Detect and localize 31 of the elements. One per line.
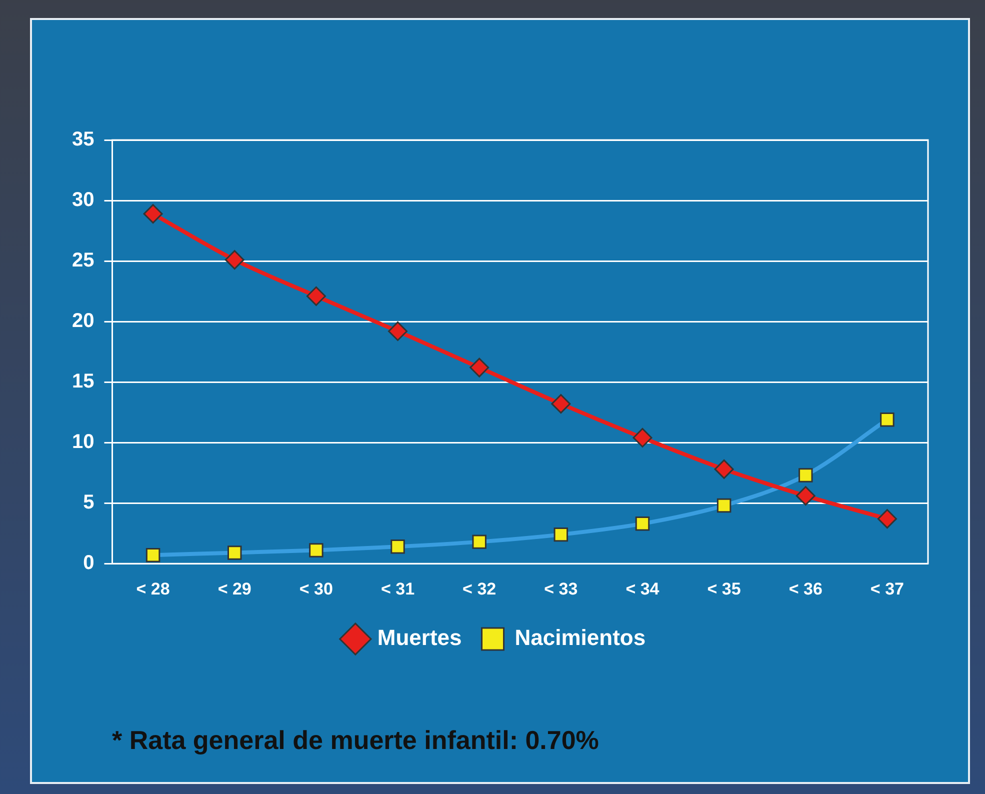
x-tick-label: < 36 xyxy=(788,579,822,598)
x-tick-label: < 30 xyxy=(299,579,333,598)
text: * Rata general de muerte infantil: 0.70% xyxy=(112,725,599,756)
point xyxy=(796,486,816,506)
y-tick-label: 0 xyxy=(83,552,94,574)
y-tick-label: 15 xyxy=(72,370,94,393)
y-tick-label: 10 xyxy=(72,431,94,454)
x-tick-label: < 32 xyxy=(462,579,496,598)
point xyxy=(632,428,652,448)
point xyxy=(388,321,408,341)
point xyxy=(714,459,734,479)
point xyxy=(877,509,897,529)
y-tick-label: 30 xyxy=(72,189,94,212)
legend-label: Nacimientos xyxy=(514,625,646,650)
y-tick-label: 20 xyxy=(72,310,94,332)
x-tick-label: < 33 xyxy=(544,579,578,598)
legend-label: Muertes xyxy=(377,625,462,650)
x-tick-label: < 35 xyxy=(707,579,741,598)
y-tick-label: 5 xyxy=(83,492,94,514)
point xyxy=(470,358,490,378)
x-tick-label: < 31 xyxy=(380,579,415,598)
x-tick-label: < 37 xyxy=(870,579,904,598)
x-tick-label: < 28 xyxy=(136,579,170,598)
y-tick-label: 35 xyxy=(72,128,94,151)
y-tick-label: 25 xyxy=(72,250,94,272)
point xyxy=(306,286,326,306)
point xyxy=(224,250,244,270)
point xyxy=(143,204,163,224)
x-tick-label: < 34 xyxy=(626,579,660,598)
point xyxy=(551,394,571,414)
x-tick-label: < 29 xyxy=(218,579,252,598)
